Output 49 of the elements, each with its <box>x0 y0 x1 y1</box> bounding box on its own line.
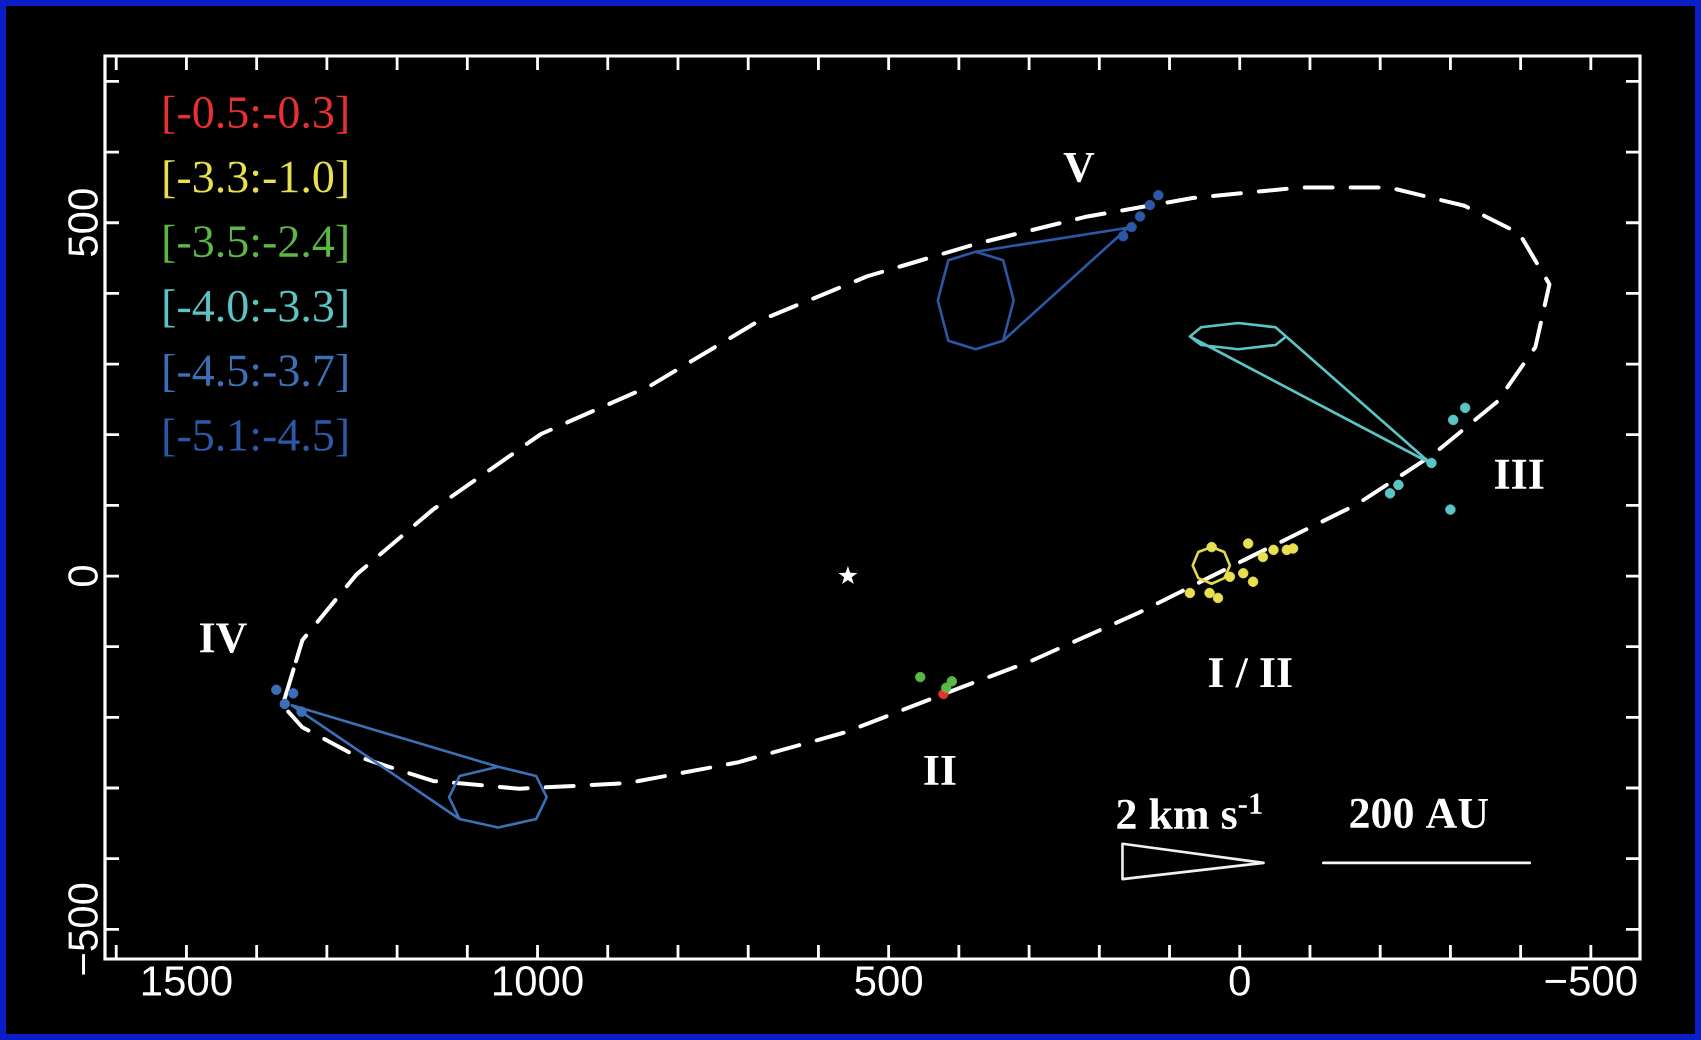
x-tick-label: 1000 <box>494 966 583 996</box>
x-tick-label: 500 <box>855 966 923 996</box>
point <box>838 566 858 585</box>
point <box>279 698 290 710</box>
point <box>1257 551 1269 563</box>
annotation: I / II <box>1208 658 1292 688</box>
y-tick-label: 500 <box>68 189 98 257</box>
y-tick-label: 0 <box>68 566 98 587</box>
point <box>1134 211 1146 222</box>
point <box>1247 576 1259 587</box>
point <box>1212 592 1224 604</box>
point <box>1393 479 1404 491</box>
annotation: II <box>924 755 956 785</box>
x-tick-label: 0 <box>1229 966 1250 996</box>
point <box>271 684 282 695</box>
point <box>1206 541 1217 553</box>
point <box>1268 544 1279 556</box>
point <box>1242 538 1254 549</box>
text: [-4.0:-3.3] <box>164 289 347 328</box>
annotation: IV <box>199 623 247 653</box>
point <box>1126 221 1137 233</box>
point <box>1117 230 1129 242</box>
point <box>1448 414 1459 426</box>
annotation: III <box>1495 459 1544 489</box>
annotation: 2 km s$^{-1}$ <box>1117 793 1262 830</box>
text: [-5.1:-4.5] <box>164 418 347 457</box>
point <box>941 682 952 693</box>
point <box>1204 587 1215 599</box>
annotation: 200 AU <box>1350 798 1488 829</box>
text: [-0.5:-0.3] <box>164 95 347 134</box>
x-tick-label: −500 <box>1545 966 1637 996</box>
point <box>1459 402 1471 414</box>
point <box>287 688 299 699</box>
annotation: V <box>1063 152 1095 183</box>
text: [-3.5:-2.4] <box>164 224 347 263</box>
point <box>1144 199 1156 211</box>
point <box>1153 189 1164 201</box>
point <box>296 706 307 717</box>
point <box>1184 587 1196 599</box>
x-tick-label: 1500 <box>142 966 232 996</box>
point <box>1426 457 1437 469</box>
point <box>915 671 926 683</box>
point <box>1224 571 1236 582</box>
point <box>946 676 958 687</box>
point <box>1384 488 1396 499</box>
text: [-3.3:-1.0] <box>164 160 347 199</box>
text: [-4.5:-3.7] <box>164 353 347 392</box>
point <box>1445 504 1456 515</box>
point <box>1238 568 1249 579</box>
